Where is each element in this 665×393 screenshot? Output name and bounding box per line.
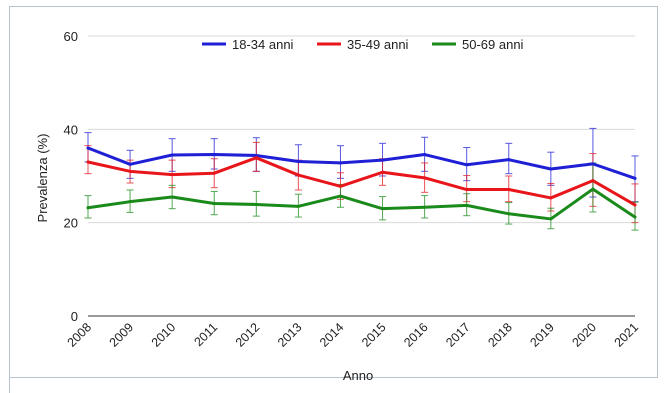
data-point <box>212 202 216 206</box>
series-lines <box>86 146 637 221</box>
data-point <box>633 203 637 207</box>
frame-edge <box>9 378 10 393</box>
data-point <box>465 163 469 167</box>
data-point <box>86 146 90 150</box>
x-tick-label: 2021 <box>612 320 642 350</box>
y-tick-label: 20 <box>64 216 78 231</box>
data-point <box>549 167 553 171</box>
data-point <box>591 187 595 191</box>
data-point <box>128 200 132 204</box>
x-tick-label: 2008 <box>65 320 95 350</box>
x-tick-label: 2015 <box>359 320 389 350</box>
data-point <box>591 162 595 166</box>
data-point <box>423 176 427 180</box>
data-point <box>128 162 132 166</box>
data-point <box>465 188 469 192</box>
x-tick-label: 2012 <box>233 320 263 350</box>
x-tick-label: 2009 <box>107 320 137 350</box>
series-line-18-34-anni <box>86 146 637 180</box>
error-bar <box>589 162 597 213</box>
x-tick-label: 2013 <box>275 320 305 350</box>
data-point <box>423 205 427 209</box>
data-point <box>212 171 216 175</box>
x-tick-label: 2014 <box>317 320 347 350</box>
legend-label: 35-49 anni <box>347 37 409 52</box>
y-tick-label: 60 <box>64 29 78 44</box>
data-point <box>507 188 511 192</box>
data-point <box>338 184 342 188</box>
series-line-35-49-anni <box>86 156 637 207</box>
x-tick-label: 2011 <box>191 320 220 349</box>
x-tick-labels: 2008 2009 2010 2011 2012 2013 2014 2015 2016 2017… <box>65 320 642 350</box>
data-point <box>170 173 174 177</box>
series-line-50-69-anni <box>86 187 637 221</box>
data-point <box>254 153 258 157</box>
x-tick-label: 2018 <box>485 320 515 350</box>
data-point <box>549 217 553 221</box>
x-tick-label: 2016 <box>401 320 431 350</box>
data-point <box>381 170 385 174</box>
data-point <box>128 169 132 173</box>
data-point <box>254 156 258 160</box>
data-point <box>465 203 469 207</box>
gridlines <box>88 35 635 317</box>
x-axis-label: Anno <box>343 368 373 383</box>
x-tick-label: 2010 <box>149 320 179 350</box>
error-bar <box>84 145 92 175</box>
y-tick-labels: 0 20 40 60 <box>64 29 78 324</box>
data-point <box>423 153 427 157</box>
legend: 18-34 anni 35-49 anni 50-69 anni <box>202 37 524 52</box>
data-point <box>381 207 385 211</box>
data-point <box>507 212 511 216</box>
data-point <box>633 215 637 219</box>
x-tick-label: 2020 <box>569 320 599 350</box>
data-point <box>633 176 637 180</box>
data-point <box>591 179 595 183</box>
data-point <box>170 195 174 199</box>
y-axis-label: Prevalenza (%) <box>35 134 50 223</box>
data-point <box>254 202 258 206</box>
data-point <box>296 204 300 208</box>
data-point <box>86 206 90 210</box>
data-point <box>549 196 553 200</box>
data-point <box>86 160 90 164</box>
data-point <box>338 161 342 165</box>
legend-label: 50-69 anni <box>462 37 524 52</box>
data-point <box>381 158 385 162</box>
data-point <box>212 153 216 157</box>
data-point <box>170 153 174 157</box>
y-tick-label: 0 <box>71 309 78 324</box>
y-tick-label: 40 <box>64 122 78 137</box>
x-tick-label: 2019 <box>527 320 557 350</box>
data-point <box>338 194 342 198</box>
data-point <box>507 158 511 162</box>
legend-label: 18-34 anni <box>232 37 294 52</box>
data-point <box>296 160 300 164</box>
data-point <box>296 173 300 177</box>
x-tick-label: 2017 <box>443 320 473 350</box>
